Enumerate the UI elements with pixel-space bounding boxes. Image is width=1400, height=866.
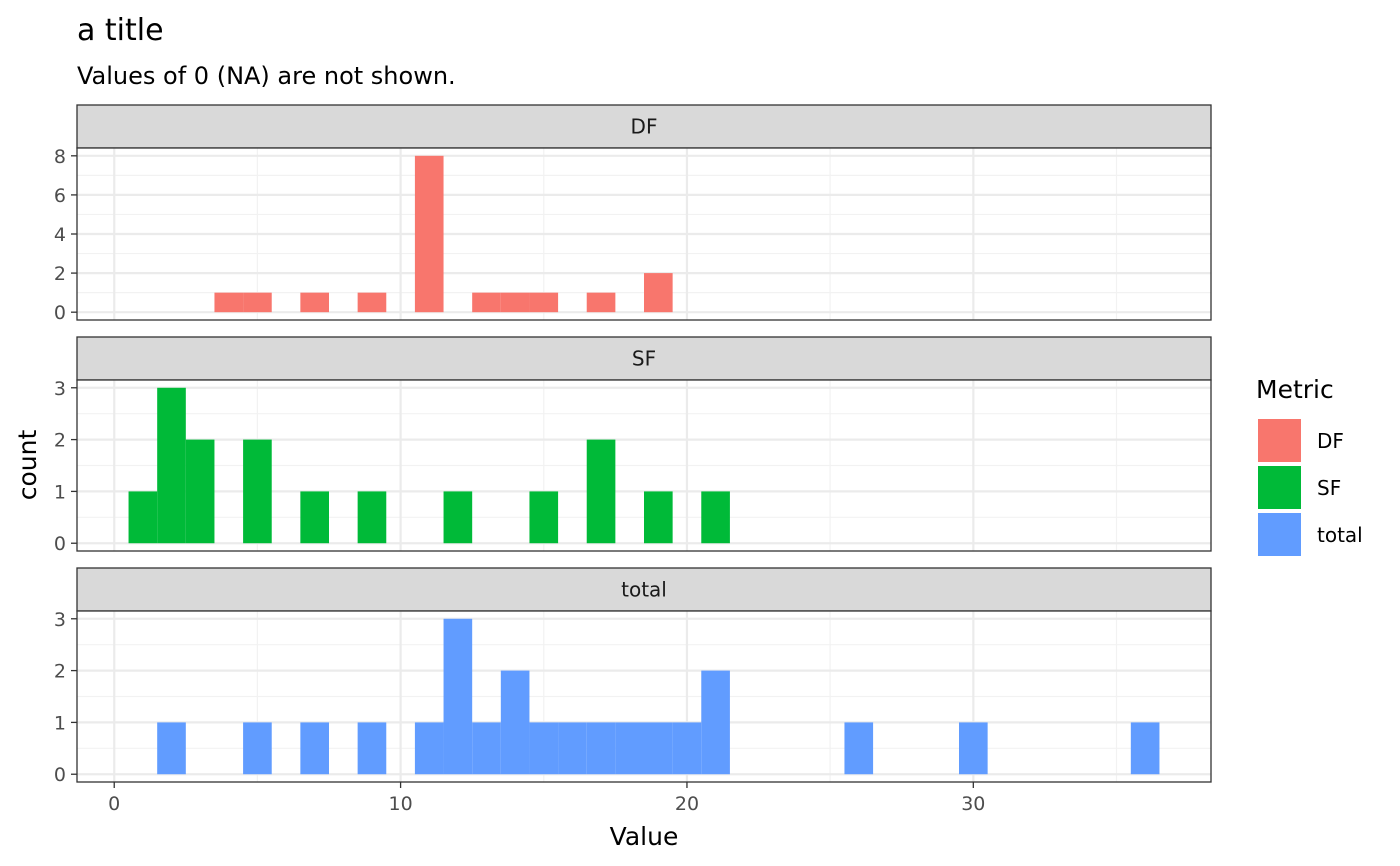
panel-total: total 0 1 2 3 xyxy=(54,567,1212,786)
bar-total-30 xyxy=(959,722,988,775)
bar-total-36 xyxy=(1130,722,1160,775)
facet-strip-label: total xyxy=(621,578,667,602)
chart-subtitle: Values of 0 (NA) are not shown. xyxy=(77,62,456,90)
bar-SF-7 xyxy=(300,491,329,544)
y-tick-label: 4 xyxy=(54,224,66,246)
bar-total-15 xyxy=(529,722,559,775)
x-tick-label: 20 xyxy=(675,793,699,815)
bar-SF-9 xyxy=(357,491,387,544)
bar-SF-3 xyxy=(185,439,215,544)
y-tick-label: 2 xyxy=(54,661,66,683)
bar-total-17 xyxy=(586,722,616,775)
legend: Metric DF SF total xyxy=(1256,375,1363,556)
bar-SF-17 xyxy=(586,439,616,544)
bar-SF-12 xyxy=(443,491,473,544)
bar-total-16 xyxy=(558,722,587,775)
facet-strip xyxy=(76,336,1212,381)
y-tick-label: 2 xyxy=(54,263,66,285)
legend-title: Metric xyxy=(1256,375,1334,404)
bar-total-21 xyxy=(701,670,730,775)
bar-SF-5 xyxy=(243,439,272,544)
x-axis: 0 10 20 30 xyxy=(108,782,985,815)
y-tick-label: 2 xyxy=(54,430,66,452)
bar-total-26 xyxy=(844,722,874,775)
y-tick-label: 3 xyxy=(54,378,66,400)
bar-total-13 xyxy=(472,722,501,775)
legend-key-DF xyxy=(1258,419,1301,462)
bar-SF-21 xyxy=(701,491,730,544)
bar-DF-11 xyxy=(414,155,444,313)
bar-total-12 xyxy=(443,618,473,775)
bar-DF-4 xyxy=(214,292,244,313)
facet-strip xyxy=(76,104,1212,149)
bar-DF-19 xyxy=(644,273,673,313)
bar-SF-19 xyxy=(644,491,673,544)
x-axis-title: Value xyxy=(610,822,679,851)
x-tick-label: 0 xyxy=(108,793,120,815)
y-tick-label: 8 xyxy=(54,146,66,168)
bar-total-2 xyxy=(157,722,186,775)
bar-SF-2 xyxy=(157,387,186,544)
legend-label-DF: DF xyxy=(1317,429,1344,453)
bar-total-11 xyxy=(414,722,444,775)
bar-DF-9 xyxy=(357,292,387,313)
bar-total-20 xyxy=(672,722,702,775)
legend-label-total: total xyxy=(1317,523,1363,547)
y-tick-label: 0 xyxy=(54,302,66,324)
x-tick-label: 10 xyxy=(388,793,412,815)
facet-strip-label: DF xyxy=(631,115,658,139)
bar-SF-15 xyxy=(529,491,559,544)
legend-key-total xyxy=(1258,513,1301,556)
legend-key-SF xyxy=(1258,466,1301,509)
panel-border xyxy=(76,379,1212,552)
x-tick-label: 30 xyxy=(961,793,985,815)
bar-SF-1 xyxy=(128,491,158,544)
bar-total-7 xyxy=(300,722,329,775)
panel-DF: DF 0 2 4 6 8 xyxy=(54,104,1212,324)
panel-border xyxy=(76,610,1212,783)
y-tick-label: 0 xyxy=(54,533,66,555)
bar-DF-15 xyxy=(529,292,559,313)
legend-label-SF: SF xyxy=(1317,476,1341,500)
bar-total-9 xyxy=(357,722,387,775)
facet-panels: DF 0 2 4 6 8 SF 0 1 2 3 total 0 1 2 3 xyxy=(54,104,1212,786)
bar-DF-5 xyxy=(243,292,272,313)
bar-total-5 xyxy=(243,722,272,775)
y-tick-label: 1 xyxy=(54,481,66,503)
panel-SF: SF 0 1 2 3 xyxy=(54,336,1212,555)
bar-total-19 xyxy=(644,722,673,775)
bar-DF-7 xyxy=(300,292,329,313)
y-tick-label: 1 xyxy=(54,712,66,734)
bar-total-14 xyxy=(500,670,530,775)
facet-strip-label: SF xyxy=(632,347,656,371)
bar-DF-14 xyxy=(500,292,530,313)
bar-DF-17 xyxy=(586,292,616,313)
y-tick-label: 3 xyxy=(54,609,66,631)
facet-strip xyxy=(76,567,1212,612)
y-tick-label: 0 xyxy=(54,764,66,786)
bar-DF-13 xyxy=(472,292,501,313)
y-tick-label: 6 xyxy=(54,185,66,207)
y-axis-title: count xyxy=(13,430,42,501)
chart-title: a title xyxy=(77,13,164,48)
bar-total-18 xyxy=(615,722,644,775)
